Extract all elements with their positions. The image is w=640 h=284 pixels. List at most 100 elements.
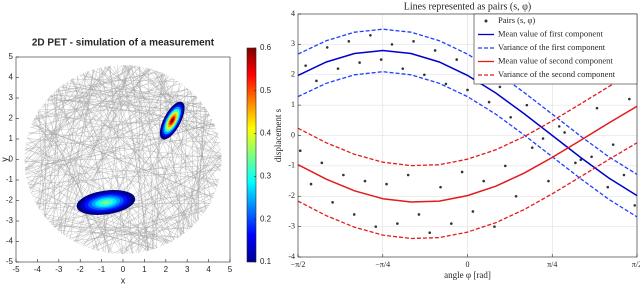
measurement-line bbox=[69, 79, 198, 222]
measurement-line bbox=[43, 81, 68, 216]
y-tick-label: -2 bbox=[6, 196, 14, 205]
measurement-line bbox=[80, 178, 220, 245]
x-tick-label: 0 bbox=[121, 265, 126, 274]
point bbox=[342, 173, 345, 177]
measurement-line bbox=[38, 68, 150, 209]
point bbox=[298, 149, 302, 152]
measurement-line bbox=[50, 95, 218, 187]
point bbox=[433, 49, 437, 52]
plot-area bbox=[298, 28, 637, 240]
measurement-line bbox=[25, 65, 111, 173]
left-panel: -5 -4 -3 -2 -1 0 1 2 3 4 5 -5 -4 -3 -2 -1 0 1 2 3 4 5 2D PET -… bbox=[0, 38, 272, 284]
x-tick-label: -1 bbox=[98, 265, 106, 274]
measurement-line bbox=[48, 97, 215, 126]
measurement-line bbox=[115, 160, 222, 254]
measurement-line bbox=[189, 90, 212, 202]
point bbox=[336, 67, 340, 70]
y-tick-label: 2 bbox=[9, 114, 14, 123]
measurement-line bbox=[36, 113, 210, 206]
point bbox=[541, 137, 545, 140]
point bbox=[466, 88, 469, 92]
legend-label: Mean value of second component bbox=[498, 55, 613, 65]
point bbox=[428, 231, 432, 234]
point bbox=[439, 185, 442, 189]
point bbox=[374, 225, 378, 228]
y-tick-label: -1 bbox=[6, 175, 14, 184]
measurement-line bbox=[25, 65, 111, 175]
variance-line bbox=[298, 28, 637, 175]
point bbox=[530, 146, 534, 149]
point bbox=[379, 58, 383, 61]
point bbox=[487, 100, 491, 104]
y-tick-label: 1 bbox=[9, 134, 14, 143]
measurement-line bbox=[86, 71, 191, 229]
measurement-line bbox=[79, 74, 206, 212]
colorbar bbox=[246, 47, 257, 263]
point bbox=[482, 179, 485, 183]
point bbox=[450, 222, 453, 225]
y-tick-label: -5 bbox=[6, 257, 14, 266]
measurement-line bbox=[51, 69, 95, 225]
point bbox=[493, 225, 496, 228]
point bbox=[304, 64, 307, 67]
point bbox=[358, 61, 361, 64]
variance-line bbox=[298, 71, 637, 218]
measurement-line bbox=[25, 149, 210, 204]
measurement-line bbox=[27, 138, 222, 160]
measurement-line bbox=[36, 65, 127, 205]
measurement-line bbox=[37, 97, 49, 208]
variance-line bbox=[298, 69, 637, 167]
legend-label: Variance of the first component bbox=[498, 42, 606, 52]
measurement-line bbox=[25, 66, 141, 171]
measurement-line bbox=[99, 67, 214, 198]
legend-label: Pairs (s, φ) bbox=[498, 15, 535, 25]
y-tick-label: -3 bbox=[6, 216, 14, 225]
axes-frame bbox=[297, 13, 638, 258]
axes-frame bbox=[15, 56, 231, 263]
point bbox=[622, 173, 626, 177]
measurement-line bbox=[104, 66, 222, 161]
point bbox=[514, 194, 518, 198]
y-tick-label: 2 bbox=[291, 70, 295, 79]
point bbox=[315, 79, 318, 83]
point bbox=[347, 40, 351, 43]
point bbox=[417, 213, 421, 216]
measurement-line bbox=[57, 88, 184, 235]
point bbox=[595, 106, 599, 110]
point bbox=[460, 170, 464, 174]
point bbox=[606, 185, 610, 189]
measurement-line bbox=[117, 191, 216, 254]
y-tick-label: -1 bbox=[288, 161, 295, 170]
measurement-line bbox=[160, 72, 185, 234]
y-axis-label: y bbox=[0, 157, 9, 162]
y-tick-label: 0 bbox=[291, 130, 295, 139]
measurement-line bbox=[134, 65, 182, 236]
point bbox=[406, 173, 410, 177]
y-tick-label: 3 bbox=[9, 93, 14, 102]
x-tick-label: 0 bbox=[466, 260, 470, 269]
measurement-line bbox=[48, 221, 157, 249]
measurement-line bbox=[29, 81, 179, 190]
measurement-line bbox=[30, 89, 189, 128]
point bbox=[444, 82, 448, 86]
y-tick-label: -4 bbox=[6, 237, 14, 246]
measurement-line bbox=[25, 123, 215, 170]
point bbox=[503, 164, 507, 168]
colorbar-label: 0.4 bbox=[260, 129, 272, 138]
measurement-line bbox=[65, 82, 197, 98]
measurement-line bbox=[27, 76, 170, 184]
measurement-line bbox=[34, 83, 182, 119]
measurement-line bbox=[92, 69, 192, 228]
measurement-line bbox=[32, 65, 130, 122]
measurement-line bbox=[44, 80, 178, 217]
x-tick-label: −π/4 bbox=[375, 260, 390, 269]
point bbox=[369, 33, 372, 37]
measurement-line bbox=[71, 78, 179, 82]
measurement-line bbox=[61, 85, 218, 134]
measurement-line bbox=[38, 91, 192, 209]
point bbox=[563, 131, 566, 134]
x-tick-label: 1 bbox=[142, 265, 147, 274]
measurement-line bbox=[24, 66, 110, 165]
point bbox=[633, 204, 637, 207]
measurement-line bbox=[138, 66, 141, 253]
